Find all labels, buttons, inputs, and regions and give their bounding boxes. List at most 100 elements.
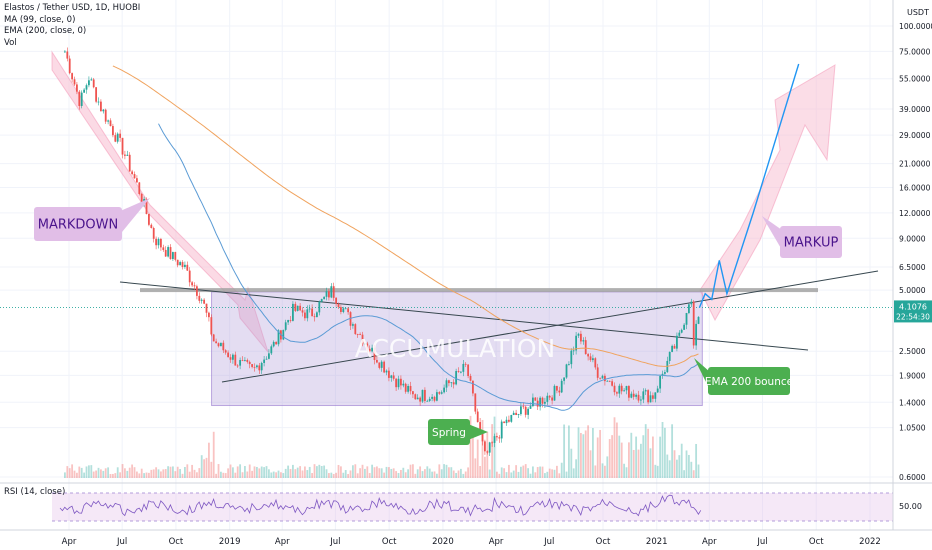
- markup-label[interactable]: MARKUP: [762, 216, 842, 258]
- candle-body: [620, 385, 623, 392]
- volume-bar: [616, 422, 618, 478]
- volume-bar: [148, 472, 150, 478]
- candle-body: [354, 324, 357, 335]
- candle-body: [191, 282, 194, 286]
- volume-indicator-label[interactable]: Vol: [4, 37, 17, 48]
- candle-body: [337, 303, 340, 308]
- volume-bar: [138, 473, 141, 478]
- volume-bar: [340, 466, 342, 478]
- volume-bar: [628, 442, 630, 478]
- candle-body: [560, 380, 563, 393]
- volume-bar: [556, 465, 558, 478]
- volume-bar: [258, 468, 261, 478]
- candle-body: [251, 364, 254, 367]
- spring-label[interactable]: Spring: [428, 419, 488, 445]
- price-tick-label: 75.0000: [899, 47, 931, 56]
- volume-bar: [680, 443, 683, 478]
- ema-bounce-label[interactable]: EMA 200 bounce: [694, 358, 793, 395]
- candle-body: [263, 359, 266, 363]
- volume-bar: [380, 468, 383, 478]
- volume-bar: [311, 473, 314, 478]
- volume-bar: [596, 437, 599, 478]
- volume-bar: [133, 467, 136, 478]
- volume-bar: [656, 465, 659, 478]
- candle-body: [232, 354, 234, 360]
- volume-bar: [397, 473, 400, 478]
- candle-body: [697, 316, 700, 324]
- volume-bar: [611, 435, 614, 478]
- candlesticks: [64, 47, 700, 456]
- markdown-label-text: MARKDOWN: [38, 218, 119, 233]
- candle-body: [181, 262, 184, 267]
- candle-body: [68, 58, 71, 74]
- volume-bar: [349, 470, 352, 478]
- spring-label-box: [428, 419, 470, 445]
- volume-bar: [623, 463, 626, 478]
- ema-indicator-label[interactable]: EMA (200, close, 0): [4, 26, 87, 36]
- candle-body: [78, 91, 81, 106]
- candle-body: [551, 397, 554, 401]
- candle-body: [222, 342, 225, 351]
- volume-bar: [371, 464, 374, 478]
- candle-body: [476, 411, 479, 423]
- volume-bar: [582, 434, 585, 478]
- candle-body: [176, 259, 179, 266]
- candle-body: [637, 394, 640, 401]
- candle-body: [203, 299, 206, 304]
- symbol-title[interactable]: Elastos / Tether USD, 1D, HUOBI: [4, 3, 141, 13]
- markup-label-pointer: [762, 216, 782, 250]
- ema-bounce-label-box: [708, 367, 790, 395]
- volume-bar: [301, 470, 304, 478]
- candle-body: [623, 390, 626, 392]
- candle-body: [522, 406, 525, 408]
- price-tick-label: 21.0000: [899, 160, 931, 169]
- volume-bar: [510, 472, 513, 478]
- volume-bar: [344, 470, 347, 478]
- volume-bar: [131, 464, 134, 478]
- volume-bar: [162, 469, 165, 478]
- candle-body: [397, 378, 400, 388]
- markdown-arrow: [51, 50, 269, 353]
- volume-bar: [157, 469, 160, 478]
- volume-bar: [659, 436, 662, 478]
- markdown-label-box: [34, 207, 122, 241]
- candle-body: [220, 342, 222, 347]
- candle-body: [548, 395, 551, 398]
- volume-bar: [280, 472, 282, 478]
- price-tick-label: 5.0000: [899, 286, 926, 295]
- candle-body: [236, 365, 239, 367]
- spring-label-pointer: [468, 424, 488, 440]
- volume-bar: [176, 466, 179, 478]
- candle-body: [536, 400, 539, 407]
- rsi-label[interactable]: RSI (14, close): [4, 487, 65, 497]
- volume-bar: [496, 471, 498, 478]
- volume-bar: [678, 455, 681, 478]
- candle-body: [124, 154, 126, 156]
- candle-body: [371, 347, 374, 352]
- volume-bar: [479, 466, 482, 478]
- candle-body: [584, 340, 587, 355]
- volume-bar: [527, 468, 530, 478]
- volume-bar: [210, 461, 213, 478]
- volume-bar: [76, 472, 78, 478]
- volume-bar: [541, 466, 544, 478]
- volume-bar: [78, 466, 81, 478]
- volume-bar: [652, 436, 654, 478]
- ma-indicator-label[interactable]: MA (99, close, 0): [4, 14, 76, 25]
- volume-bar: [532, 466, 534, 478]
- price-tick-label: 1.9000: [899, 371, 926, 380]
- candle-body: [498, 437, 501, 439]
- volume-bar: [635, 436, 638, 478]
- markdown-label[interactable]: MARKDOWN: [34, 198, 150, 241]
- volume-bar: [664, 427, 666, 478]
- price-tick-label: 1.0500: [899, 424, 926, 433]
- price-tick-label: 0.6000: [899, 473, 926, 482]
- candle-body: [224, 350, 227, 353]
- time-tick-label: Apr: [62, 537, 77, 547]
- volume-bar: [251, 470, 254, 478]
- volume-bar: [80, 467, 83, 478]
- volume-bar: [272, 471, 275, 478]
